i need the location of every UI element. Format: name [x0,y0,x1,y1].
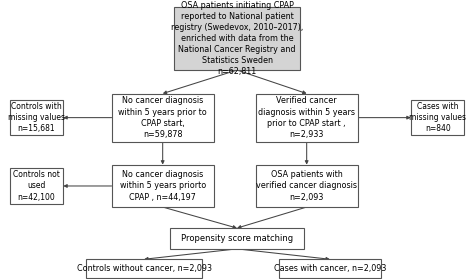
FancyBboxPatch shape [255,94,358,141]
Text: No cancer diagnosis
within 5 years priorto
CPAP , n=44,197: No cancer diagnosis within 5 years prior… [119,170,206,202]
FancyBboxPatch shape [86,259,202,278]
FancyBboxPatch shape [411,100,465,135]
FancyBboxPatch shape [9,168,63,204]
FancyBboxPatch shape [255,165,358,207]
Text: Cases with
missing values
n=840: Cases with missing values n=840 [409,102,466,133]
FancyBboxPatch shape [111,165,214,207]
Text: Cases with cancer, n=2,093: Cases with cancer, n=2,093 [273,264,386,273]
Text: Controls without cancer, n=2,093: Controls without cancer, n=2,093 [77,264,211,273]
Text: OSA patients initiating CPAP
reported to National patient
registry (Swedevox, 20: OSA patients initiating CPAP reported to… [171,1,303,76]
Text: Verified cancer
diagnosis within 5 years
prior to CPAP start ,
n=2,933: Verified cancer diagnosis within 5 years… [258,97,355,139]
FancyBboxPatch shape [279,259,381,278]
FancyBboxPatch shape [170,228,304,249]
Text: Propensity score matching: Propensity score matching [181,234,293,243]
Text: OSA patients with
verified cancer diagnosis
n=2,093: OSA patients with verified cancer diagno… [256,170,357,202]
FancyBboxPatch shape [174,7,300,70]
FancyBboxPatch shape [9,100,63,135]
Text: Controls with
missing values
n=15,681: Controls with missing values n=15,681 [8,102,65,133]
Text: No cancer diagnosis
within 5 years prior to
CPAP start,
n=59,878: No cancer diagnosis within 5 years prior… [118,97,207,139]
Text: Controls not
used
n=42,100: Controls not used n=42,100 [13,170,60,202]
FancyBboxPatch shape [111,94,214,141]
